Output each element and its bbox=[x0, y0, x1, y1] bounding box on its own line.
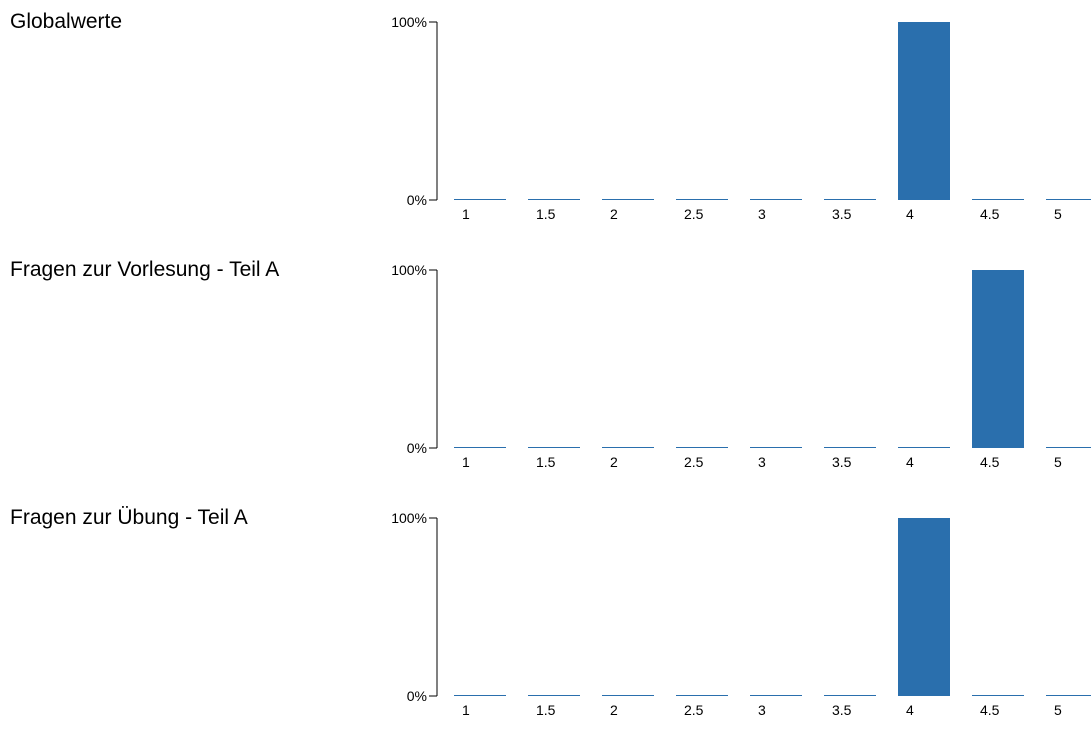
bar bbox=[972, 270, 1024, 448]
y-tick-label: 0% bbox=[407, 440, 427, 456]
chart-section-uebung: Fragen zur Übung - Teil A 100% 0% 1 1.5 2 2.5… bbox=[0, 506, 1091, 754]
x-tick-label: 1 bbox=[462, 454, 470, 470]
bar bbox=[676, 199, 728, 200]
x-tick-label: 1.5 bbox=[536, 454, 556, 470]
bar bbox=[602, 695, 654, 696]
x-tick-label: 3.5 bbox=[832, 702, 852, 718]
x-tick-label: 2.5 bbox=[684, 206, 704, 222]
x-tick-label: 1 bbox=[462, 702, 470, 718]
bar bbox=[676, 695, 728, 696]
bar bbox=[454, 199, 506, 200]
bar bbox=[898, 447, 950, 448]
bar bbox=[750, 447, 802, 448]
y-tick-label: 100% bbox=[391, 14, 427, 30]
bar bbox=[824, 695, 876, 696]
section-title: Globalwerte bbox=[10, 10, 123, 33]
x-tick-label: 3.5 bbox=[832, 454, 852, 470]
x-tick-label: 1.5 bbox=[536, 206, 556, 222]
bar bbox=[602, 199, 654, 200]
x-tick-label: 2 bbox=[610, 206, 618, 222]
bar bbox=[602, 447, 654, 448]
section-title: Fragen zur Vorlesung - Teil A bbox=[10, 258, 280, 281]
bar bbox=[528, 695, 580, 696]
chart-section-globalwerte: Globalwerte 100% 0% 1 1.5 2 2.5 3 3.5 4 4.5 5 bbox=[0, 10, 1091, 258]
bar bbox=[750, 695, 802, 696]
y-tick-label: 0% bbox=[407, 688, 427, 704]
x-tick-label: 4.5 bbox=[980, 702, 1000, 718]
y-tick-label: 0% bbox=[407, 192, 427, 208]
bar bbox=[750, 199, 802, 200]
x-tick-label: 2 bbox=[610, 702, 618, 718]
bar-chart: 100% 0% 1 1.5 2 2.5 3 3.5 4 4.5 5 bbox=[391, 262, 1091, 470]
bar bbox=[676, 447, 728, 448]
bar-chart: 100% 0% 1 1.5 2 2.5 3 3.5 4 4.5 5 bbox=[391, 14, 1091, 222]
y-tick-label: 100% bbox=[391, 262, 427, 278]
bar bbox=[528, 199, 580, 200]
bar bbox=[824, 447, 876, 448]
bar bbox=[898, 518, 950, 696]
x-tick-label: 4 bbox=[906, 206, 914, 222]
x-tick-label: 4 bbox=[906, 454, 914, 470]
bar bbox=[972, 695, 1024, 696]
bar bbox=[528, 447, 580, 448]
x-tick-label: 3 bbox=[758, 454, 766, 470]
x-tick-label: 2.5 bbox=[684, 454, 704, 470]
x-tick-label: 5 bbox=[1054, 702, 1062, 718]
x-tick-label: 3 bbox=[758, 206, 766, 222]
x-tick-label: 3.5 bbox=[832, 206, 852, 222]
bar bbox=[1046, 199, 1091, 200]
x-tick-label: 1 bbox=[462, 206, 470, 222]
y-tick-label: 100% bbox=[391, 510, 427, 526]
x-tick-label: 2 bbox=[610, 454, 618, 470]
x-tick-label: 5 bbox=[1054, 454, 1062, 470]
bar bbox=[898, 22, 950, 200]
chart-section-vorlesung: Fragen zur Vorlesung - Teil A 100% 0% 1 1.5… bbox=[0, 258, 1091, 506]
bar bbox=[1046, 447, 1091, 448]
bar bbox=[1046, 695, 1091, 696]
x-tick-label: 3 bbox=[758, 702, 766, 718]
x-tick-label: 4.5 bbox=[980, 206, 1000, 222]
bar bbox=[454, 695, 506, 696]
x-tick-label: 5 bbox=[1054, 206, 1062, 222]
x-tick-label: 4.5 bbox=[980, 454, 1000, 470]
bar bbox=[972, 199, 1024, 200]
section-title: Fragen zur Übung - Teil A bbox=[10, 506, 248, 529]
bar bbox=[454, 447, 506, 448]
bar-chart: 100% 0% 1 1.5 2 2.5 3 3.5 4 4.5 5 bbox=[391, 510, 1091, 718]
bar bbox=[824, 199, 876, 200]
x-tick-label: 4 bbox=[906, 702, 914, 718]
x-tick-label: 2.5 bbox=[684, 702, 704, 718]
x-tick-label: 1.5 bbox=[536, 702, 556, 718]
